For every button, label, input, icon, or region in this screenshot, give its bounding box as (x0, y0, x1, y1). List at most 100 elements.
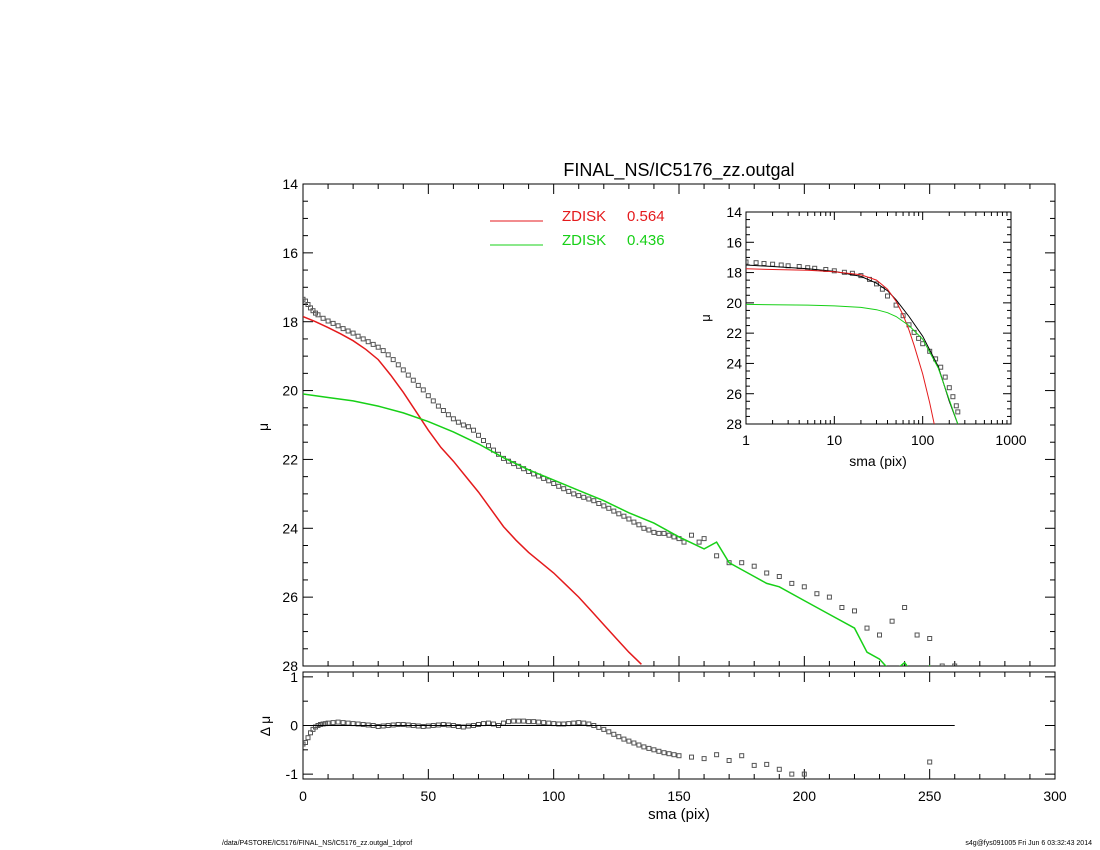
main-data-point (481, 438, 486, 443)
inset-y-tick-label: 24 (726, 355, 742, 371)
residual-x-tick-label: 100 (542, 788, 566, 804)
main-data-point (581, 494, 587, 500)
residual-data-point (776, 766, 782, 772)
inset-y-tick-label: 20 (726, 295, 742, 311)
inset-y-tick-label: 22 (726, 325, 742, 341)
main-data-point (465, 424, 471, 430)
inset-x-tick-label: 1000 (995, 432, 1026, 448)
residual-data-point (701, 756, 707, 762)
footer-file-path: /data/P4STORE/IC5176/FINAL_NS/IC5176_zz.… (222, 840, 413, 847)
inset-x-tick-label: 1 (742, 432, 750, 448)
main-data-point (315, 312, 321, 318)
main-data-point (689, 532, 694, 538)
residual-data-point (671, 752, 677, 758)
main-data-point (551, 481, 557, 486)
inset-data-point (805, 265, 811, 271)
residual-data-point (631, 740, 637, 746)
residual-y-tick-label: -1 (286, 766, 299, 782)
main-data-point (656, 530, 662, 536)
residual-y-tick-label: 0 (290, 718, 298, 734)
main-data-point (596, 501, 602, 506)
inset-series-line-3 (746, 303, 959, 424)
main-data-point (476, 432, 481, 438)
residual-data-point (375, 724, 381, 729)
residual-data-point (345, 720, 351, 726)
residual-data-point (305, 735, 311, 741)
residual-data-point (714, 752, 720, 758)
inset-panel: μ sma (pix) 1 10 100 1000 14 16 18 20 22 24 26 28 (698, 204, 1027, 469)
residual-x-axis-label: sma (pix) (648, 806, 710, 823)
inset-background (746, 212, 1011, 424)
main-data-point (425, 393, 431, 399)
residual-data-point (927, 759, 933, 765)
main-data-point (927, 636, 933, 641)
residual-data-point (666, 751, 672, 757)
main-y-tick-label: 28 (282, 658, 298, 674)
main-data-point (641, 525, 647, 531)
inset-data-point (953, 403, 959, 409)
inset-x-tick-label: 10 (827, 432, 843, 448)
main-data-point (591, 498, 597, 504)
main-y-tick-label: 26 (282, 589, 298, 605)
main-data-point (631, 519, 637, 525)
main-y-tick-label: 18 (282, 314, 298, 330)
inset-data-point (942, 374, 948, 380)
main-y-tick-label: 22 (282, 451, 298, 467)
residual-data-point (340, 720, 346, 726)
main-data-point (601, 503, 607, 509)
residual-data-point (303, 740, 308, 745)
main-data-point (902, 605, 908, 610)
residual-data-point (455, 724, 461, 729)
residual-data-point (676, 753, 682, 759)
main-data-point (852, 608, 857, 614)
inset-y-tick-label: 16 (726, 234, 742, 250)
main-data-point (586, 496, 592, 502)
residual-data-point (536, 719, 542, 725)
legend-value-zdisk-1: 0.564 (627, 208, 665, 225)
residual-data-point (739, 753, 745, 759)
main-data-point (360, 336, 366, 342)
main-chart-title: FINAL_NS/IC5176_zz.outgal (563, 160, 794, 181)
main-plot-series (303, 296, 958, 666)
main-data-point (696, 539, 702, 545)
residual-data-point (531, 719, 537, 725)
residual-plot-series (303, 718, 955, 777)
residual-x-tick-label: 300 (1043, 788, 1067, 804)
inset-x-tick-label: 100 (911, 432, 935, 448)
main-data-point (375, 344, 381, 350)
main-data-point (626, 516, 632, 522)
main-data-point (914, 632, 920, 638)
residual-data-point (318, 722, 323, 727)
main-series-line-1 (303, 315, 642, 665)
main-panel: FINAL_NS/IC5176_zz.outgal μ 14 16 18 20 22 24… (255, 160, 1056, 674)
residual-x-tick-label: 200 (793, 788, 817, 804)
inset-data-point (946, 385, 952, 391)
main-data-point (661, 530, 667, 536)
residual-data-point (611, 731, 617, 737)
main-data-point (350, 330, 356, 336)
residual-data-point (506, 719, 511, 725)
main-data-point (939, 663, 945, 666)
main-data-point (621, 513, 627, 519)
residual-data-point (501, 720, 506, 726)
main-data-point (335, 323, 341, 329)
residual-data-point (571, 720, 577, 726)
residual-data-point (626, 738, 632, 744)
residual-data-point (511, 718, 517, 724)
residual-data-point (541, 720, 547, 726)
residual-data-point (400, 722, 406, 727)
inset-x-axis-label: sma (pix) (849, 453, 907, 469)
residual-data-point (789, 771, 795, 777)
main-data-point (440, 408, 446, 413)
main-data-point (789, 580, 795, 586)
main-data-point (636, 522, 642, 528)
inset-data-point (874, 281, 879, 287)
residual-x-tick-label: 0 (299, 788, 307, 804)
main-data-point (345, 328, 351, 334)
main-data-point (864, 625, 870, 631)
main-data-point (776, 574, 782, 579)
main-data-point (814, 591, 820, 597)
residual-data-point (636, 742, 642, 748)
